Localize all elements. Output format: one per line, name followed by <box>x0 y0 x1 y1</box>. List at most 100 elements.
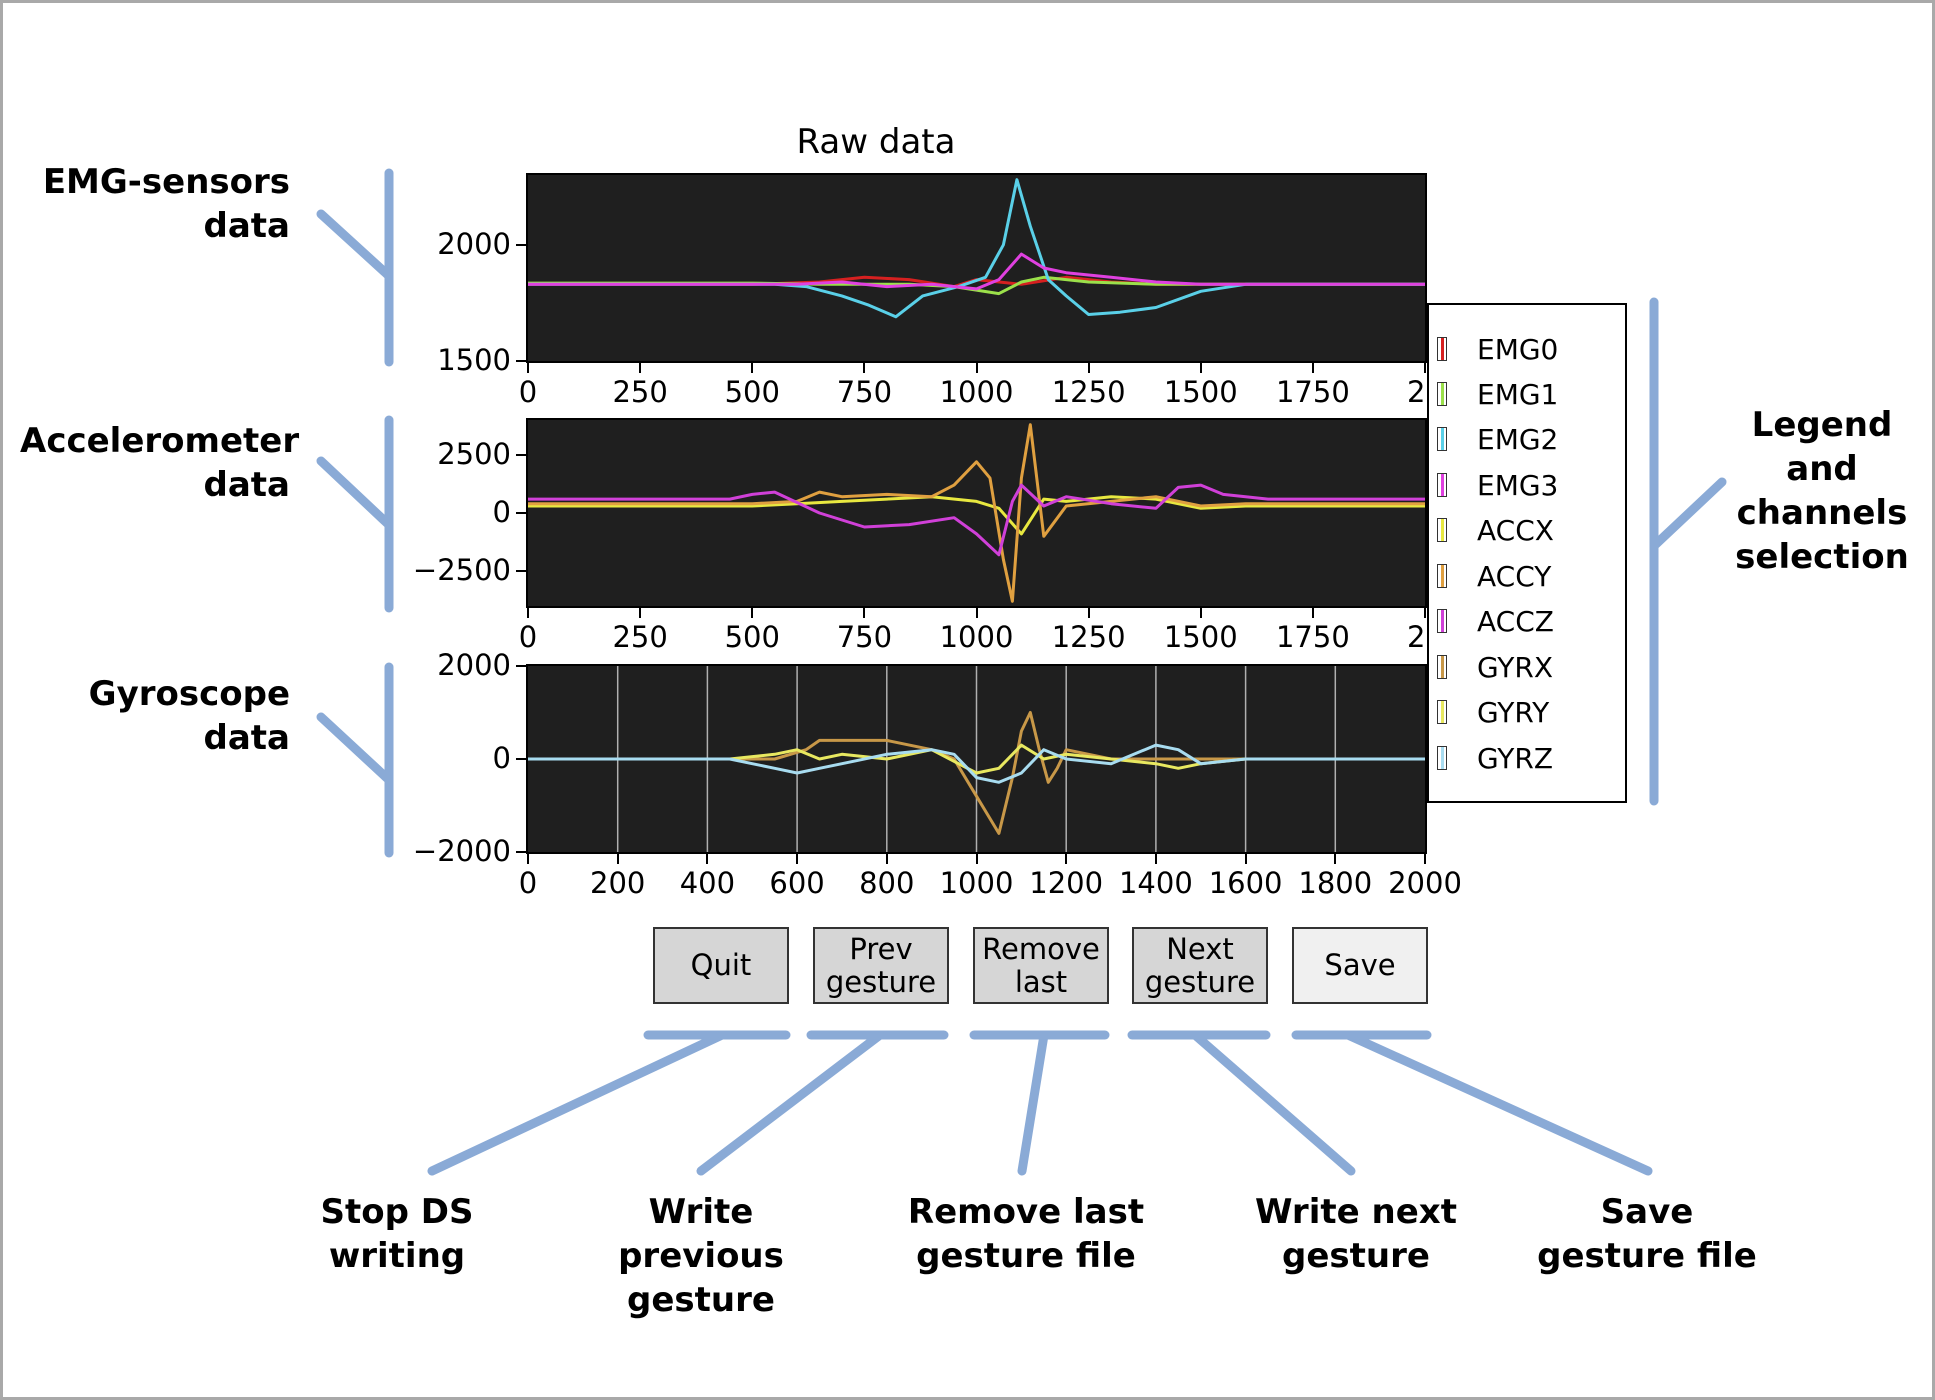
x-tick-label: 1500 <box>1163 375 1238 409</box>
x-tick-mark <box>639 363 642 373</box>
x-tick-mark <box>639 608 642 618</box>
series-line-emg2 <box>528 178 1425 319</box>
next-pointer <box>1190 1030 1356 1176</box>
x-tick-label: 1250 <box>1051 375 1126 409</box>
legend-label: GYRX <box>1477 650 1554 684</box>
gyr-plot[interactable] <box>526 664 1427 854</box>
x-tick-mark <box>863 363 866 373</box>
x-tick-mark <box>527 854 529 864</box>
emg-plot[interactable] <box>526 173 1427 363</box>
legend-label: GYRZ <box>1477 741 1554 775</box>
checkbox-icon[interactable] <box>1437 337 1447 361</box>
x-tick-mark <box>1311 363 1314 373</box>
x-tick-mark <box>1154 854 1157 864</box>
x-tick-mark <box>885 854 888 864</box>
x-tick-label: 750 <box>836 375 893 409</box>
prev-gesture-button[interactable]: Prev gesture <box>813 927 949 1004</box>
remove-last-button[interactable]: Remove last <box>973 927 1109 1004</box>
y-tick-mark <box>516 360 526 362</box>
checkbox-icon[interactable] <box>1437 518 1447 542</box>
remove-description: Remove last gesture file <box>907 1192 1145 1276</box>
x-tick-label: 500 <box>724 375 780 409</box>
x-tick-label: 0 <box>518 866 538 900</box>
y-tick-label: −2000 <box>412 834 511 868</box>
legend-item-accy[interactable]: ACCY <box>1437 556 1551 596</box>
checkbox-icon[interactable] <box>1437 427 1447 451</box>
x-tick-mark <box>751 363 754 373</box>
quit-pointer <box>427 1030 727 1176</box>
x-tick-mark <box>1424 608 1426 618</box>
y-tick-mark <box>516 758 526 760</box>
legend-item-emg2[interactable]: EMG2 <box>1437 419 1558 459</box>
x-tick-label: 1400 <box>1118 866 1193 900</box>
x-tick-label: 1000 <box>939 375 1014 409</box>
legend-item-emg1[interactable]: EMG1 <box>1437 374 1558 414</box>
series-line-accz <box>528 483 1425 557</box>
x-tick-label: 600 <box>769 866 825 900</box>
y-tick-label: 2500 <box>437 436 511 471</box>
acc-side-label: Accelerometer data <box>20 421 300 505</box>
x-tick-label: 0 <box>518 620 538 654</box>
legend-item-gyrz[interactable]: GYRZ <box>1437 738 1553 778</box>
x-tick-mark <box>975 608 978 618</box>
x-tick-mark <box>1424 363 1426 373</box>
gyr-bracket-arm <box>316 712 394 785</box>
x-tick-label: 1500 <box>1163 620 1238 654</box>
x-tick-mark <box>1311 608 1314 618</box>
x-tick-label: 200 <box>590 866 646 900</box>
y-tick-label: 0 <box>492 741 511 775</box>
legend-item-gyry[interactable]: GYRY <box>1437 692 1549 732</box>
quit-description: Stop DS writing <box>320 1192 474 1276</box>
legend-label: GYRY <box>1477 695 1550 729</box>
x-tick-mark <box>1199 363 1202 373</box>
x-tick-mark <box>1424 854 1426 864</box>
legend-label: EMG1 <box>1477 377 1559 411</box>
legend-label: ACCY <box>1477 559 1552 593</box>
remove-pointer <box>1017 1030 1049 1176</box>
y-tick-label: −2500 <box>412 553 511 588</box>
x-tick-mark <box>616 854 619 864</box>
save-description: Save gesture file <box>1537 1192 1757 1276</box>
legend-label: ACCZ <box>1477 604 1554 638</box>
legend-item-accz[interactable]: ACCZ <box>1437 601 1554 641</box>
x-tick-mark <box>1065 854 1068 864</box>
series-line-gyry <box>528 743 1425 775</box>
x-tick-label: 1750 <box>1275 375 1350 409</box>
next-gesture-button[interactable]: Next gesture <box>1132 927 1268 1004</box>
checkbox-icon[interactable] <box>1437 564 1447 588</box>
y-tick-label: 2000 <box>437 226 511 261</box>
legend-item-gyrx[interactable]: GYRX <box>1437 647 1553 687</box>
next-description: Write next gesture <box>1255 1192 1457 1276</box>
checkbox-icon[interactable] <box>1437 473 1447 497</box>
acc-plot[interactable] <box>526 418 1427 608</box>
x-tick-label: 500 <box>724 620 780 654</box>
emg-side-label: EMG-sensors data <box>42 162 290 246</box>
x-tick-mark <box>975 854 978 864</box>
legend-item-accx[interactable]: ACCX <box>1437 510 1554 550</box>
x-tick-mark <box>1334 854 1337 864</box>
legend-item-emg3[interactable]: EMG3 <box>1437 465 1558 505</box>
checkbox-icon[interactable] <box>1437 609 1447 633</box>
prev-description: Write previous gesture <box>618 1192 784 1320</box>
checkbox-icon[interactable] <box>1437 382 1447 406</box>
x-tick-label: 1800 <box>1298 866 1373 900</box>
x-tick-mark <box>527 608 529 618</box>
x-tick-mark <box>1087 363 1090 373</box>
y-tick-mark <box>516 570 526 573</box>
checkbox-icon[interactable] <box>1437 746 1447 770</box>
legend-item-emg0[interactable]: EMG0 <box>1437 329 1558 369</box>
checkbox-icon[interactable] <box>1437 655 1447 679</box>
checkbox-icon[interactable] <box>1437 700 1447 724</box>
x-tick-label: 1000 <box>939 620 1014 654</box>
legend-panel: EMG0 EMG1 EMG2 EMG3 ACCX ACCY ACCZ GYRX … <box>1427 303 1627 803</box>
x-tick-mark <box>527 363 529 373</box>
acc-plot-svg <box>528 423 1425 603</box>
series-line-emg3 <box>528 252 1425 291</box>
save-button[interactable]: Save <box>1292 927 1428 1004</box>
y-tick-mark <box>516 453 526 456</box>
series-line-accy <box>528 423 1425 603</box>
x-tick-label: 1600 <box>1208 866 1283 900</box>
quit-button[interactable]: Quit <box>653 927 789 1004</box>
legend-label: EMG3 <box>1477 468 1559 502</box>
